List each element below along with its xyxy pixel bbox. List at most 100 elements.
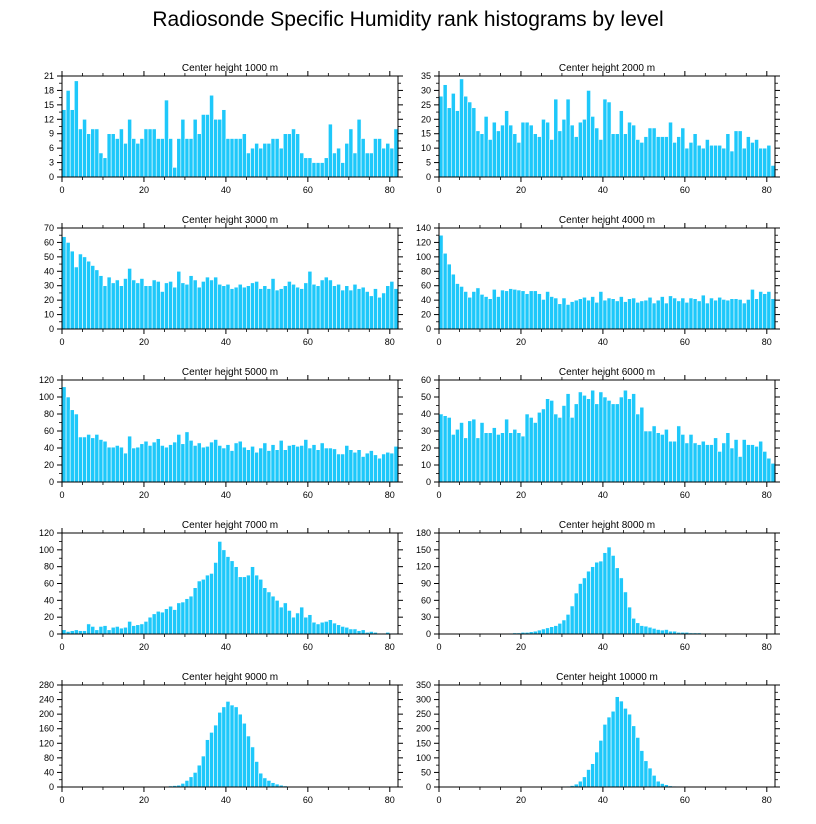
- bar: [102, 157, 108, 178]
- bar: [569, 124, 575, 178]
- bar: [385, 143, 391, 178]
- bar: [705, 444, 710, 483]
- bar: [258, 578, 264, 635]
- bar: [643, 625, 649, 635]
- bar: [131, 625, 137, 635]
- bar: [73, 629, 79, 635]
- bar: [205, 276, 210, 330]
- bar: [69, 630, 75, 635]
- bar: [94, 629, 100, 635]
- bar: [82, 436, 87, 483]
- bar: [537, 293, 542, 330]
- bar: [668, 121, 673, 178]
- bar: [733, 130, 739, 178]
- bar: [258, 772, 264, 788]
- bar: [184, 598, 190, 635]
- x-tick-label: 20: [139, 337, 149, 347]
- bar: [520, 290, 526, 330]
- bar: [266, 450, 272, 483]
- bar: [459, 286, 464, 330]
- bar: [82, 118, 87, 178]
- y-tick-label: 100: [416, 252, 431, 262]
- bar: [582, 577, 587, 635]
- x-tick-label: 40: [221, 337, 231, 347]
- bar: [516, 289, 522, 330]
- bar: [274, 600, 280, 635]
- x-tick-label: 40: [221, 490, 231, 500]
- x-tick-label: 0: [436, 185, 441, 195]
- bar: [123, 452, 128, 483]
- bar: [741, 439, 747, 483]
- bar: [532, 422, 538, 483]
- bar: [237, 576, 243, 635]
- bar: [455, 110, 460, 178]
- bar: [709, 297, 714, 330]
- bar: [86, 623, 91, 635]
- bar: [381, 147, 387, 178]
- bar: [733, 439, 739, 483]
- bar: [323, 157, 329, 178]
- x-tick-label: 20: [139, 185, 149, 195]
- bar: [455, 428, 460, 483]
- bar: [135, 624, 141, 635]
- bar: [201, 578, 206, 635]
- bar: [725, 299, 731, 330]
- bar: [160, 138, 165, 178]
- bar: [90, 437, 96, 483]
- bar: [659, 629, 665, 635]
- bar: [459, 78, 464, 178]
- y-tick-label: 0: [426, 782, 431, 792]
- bar: [348, 128, 354, 178]
- bar: [623, 301, 628, 330]
- bar: [168, 138, 173, 178]
- bar: [528, 290, 534, 330]
- bar: [319, 279, 325, 330]
- bar: [680, 127, 686, 178]
- bar: [135, 446, 141, 483]
- bar: [86, 260, 91, 330]
- bar: [266, 780, 272, 788]
- bar: [627, 398, 632, 483]
- y-tick-label: 180: [416, 528, 431, 538]
- bar: [225, 283, 231, 330]
- bar: [119, 627, 124, 635]
- bar: [98, 626, 104, 635]
- bar: [655, 780, 661, 788]
- bar: [590, 763, 596, 788]
- bar: [721, 442, 727, 483]
- bar: [582, 776, 587, 788]
- panel-title: Center height 4000 m: [559, 215, 655, 226]
- bar: [176, 434, 182, 483]
- bar: [598, 291, 604, 330]
- y-tick-label: 10: [421, 143, 431, 153]
- bar: [746, 444, 751, 483]
- bar: [467, 101, 473, 178]
- bar: [582, 118, 587, 178]
- bar: [184, 283, 190, 330]
- x-tick-label: 60: [303, 185, 313, 195]
- bar: [233, 286, 239, 330]
- bar: [356, 449, 362, 483]
- bar: [336, 624, 341, 635]
- bar: [524, 413, 530, 483]
- bar: [213, 276, 219, 330]
- bar: [758, 440, 764, 483]
- bar: [196, 442, 202, 483]
- bar: [754, 139, 759, 178]
- bar: [192, 772, 198, 788]
- bar: [655, 629, 661, 635]
- bar: [758, 147, 764, 178]
- bar: [282, 602, 288, 635]
- bar: [69, 250, 75, 330]
- bar: [664, 136, 669, 178]
- bar: [311, 162, 317, 178]
- bar: [65, 242, 71, 330]
- bar: [655, 432, 661, 483]
- panel-title: Center height 1000 m: [182, 63, 278, 74]
- bar: [241, 446, 247, 483]
- bar: [291, 616, 296, 635]
- x-tick-label: 0: [59, 490, 64, 500]
- bar: [364, 152, 370, 178]
- bar: [643, 136, 649, 178]
- bar: [438, 234, 444, 330]
